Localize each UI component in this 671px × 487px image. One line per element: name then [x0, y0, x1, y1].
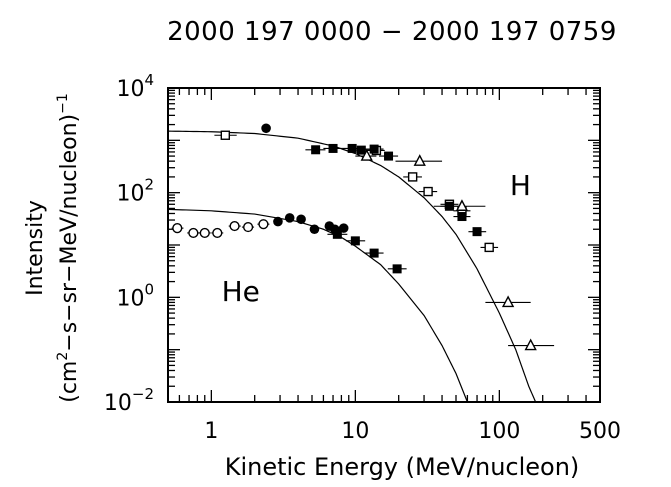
chart-title: 2000 197 0000 − 2000 197 0759 — [167, 17, 617, 47]
data-point-he — [296, 214, 306, 225]
y-units-prefix: (cm — [57, 361, 82, 403]
data-point-he — [332, 229, 342, 239]
y-tick-label: 102 — [116, 176, 154, 207]
y-tick-base: 10 — [104, 391, 132, 416]
data-point-he — [212, 227, 223, 239]
y-tick-exponent: 0 — [144, 280, 154, 298]
plot-clip — [168, 123, 555, 402]
x-tick-label: 10 — [341, 419, 369, 444]
data-point-h — [356, 145, 366, 155]
y-tick-base: 10 — [116, 77, 144, 102]
data-point-he — [284, 213, 295, 223]
data-point-h — [455, 199, 469, 211]
error-bars — [171, 134, 555, 347]
data-point-h — [413, 154, 426, 166]
axis-ticks — [167, 87, 601, 403]
data-markers — [172, 123, 537, 351]
data-point-he — [188, 227, 199, 239]
data-point-he — [229, 220, 240, 232]
data-point-he — [243, 221, 254, 233]
data-point-h — [384, 151, 394, 161]
y-tick-exponent: 4 — [144, 71, 154, 89]
y-axis-label: Intensity (cm2−s−sr−MeV/nucleon)−1 — [23, 93, 82, 403]
y-tick-label: 100 — [116, 280, 154, 311]
y-units-mid: −s−sr−MeV/nucleon) — [57, 114, 82, 352]
data-point-he — [309, 224, 320, 235]
y-tick-exponent: 2 — [144, 176, 154, 194]
y-tick-base: 10 — [116, 182, 144, 207]
y-tick-label: 104 — [116, 71, 154, 102]
fit-curves — [168, 130, 537, 402]
data-point-h — [457, 212, 467, 222]
x-tick-label: 100 — [478, 419, 520, 444]
data-point-he — [350, 236, 360, 246]
y-tick-label: 10−2 — [104, 385, 154, 416]
data-point-he — [392, 264, 402, 274]
y-axis-label-units: (cm2−s−sr−MeV/nucleon)−1 — [55, 93, 82, 403]
data-point-h — [501, 295, 515, 308]
data-point-h — [444, 201, 454, 211]
fit-curve-h — [168, 130, 537, 402]
data-point-h — [220, 130, 231, 140]
data-point-h — [472, 227, 482, 237]
data-point-h — [347, 143, 357, 153]
y-units-sup1: 2 — [55, 352, 71, 361]
y-axis-label-main: Intensity — [23, 200, 48, 296]
data-point-he — [273, 216, 283, 227]
y-tick-base: 10 — [116, 286, 144, 311]
data-point-h — [369, 144, 379, 154]
data-point-h — [360, 149, 373, 161]
data-point-h — [423, 186, 433, 197]
annotation-he: He — [222, 275, 260, 308]
data-point-he — [172, 223, 183, 234]
data-point-h — [261, 123, 271, 134]
plot-frame — [167, 87, 601, 403]
data-point-h — [484, 242, 494, 253]
species-annotations: H He — [222, 169, 531, 308]
data-point-h — [311, 145, 321, 155]
data-point-he — [258, 219, 269, 230]
data-point-h — [328, 143, 338, 153]
data-point-he — [199, 227, 210, 239]
x-tick-label: 1 — [204, 419, 218, 444]
x-tick-label: 500 — [579, 419, 621, 444]
y-tick-exponent: −2 — [132, 385, 154, 403]
x-axis-label: Kinetic Energy (MeV/nucleon) — [225, 453, 580, 481]
data-point-h — [407, 172, 418, 182]
fit-curve-he — [168, 208, 469, 402]
data-point-he — [369, 248, 379, 258]
annotation-h: H — [510, 169, 531, 202]
data-point-h — [524, 338, 537, 351]
y-units-sup2: −1 — [55, 93, 71, 114]
